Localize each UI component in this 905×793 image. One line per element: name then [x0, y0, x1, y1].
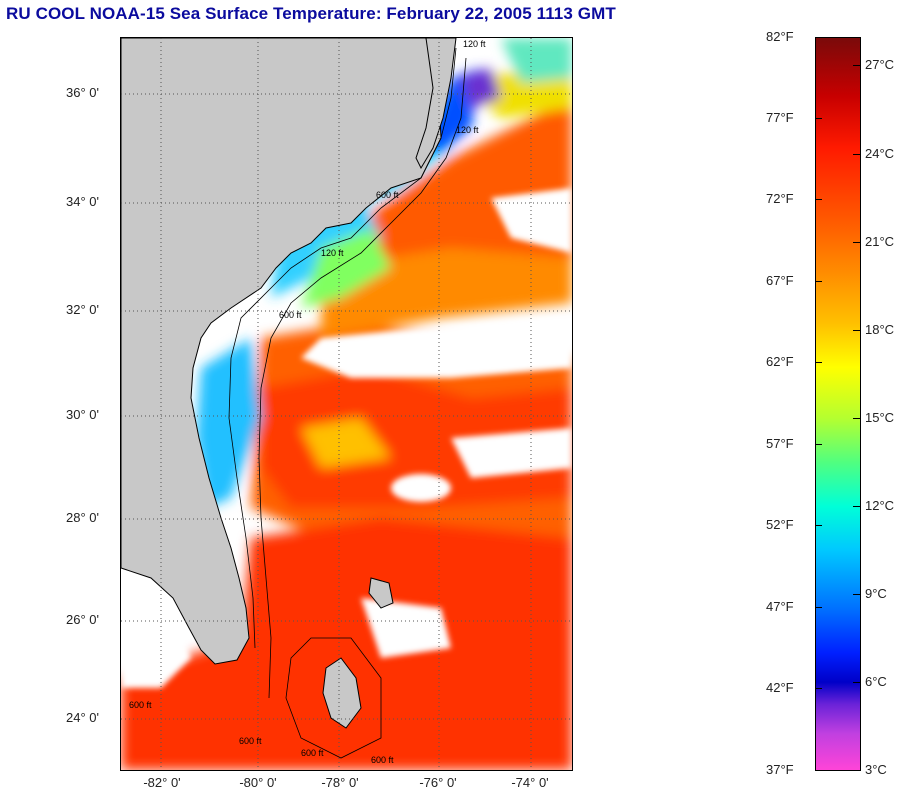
- colorbar-label-c: 12°C: [865, 498, 895, 513]
- cloud-patch-east: [451, 428, 572, 478]
- colorbar-label-f: 82°F: [766, 29, 794, 44]
- cloud-patch-north: [491, 188, 572, 253]
- lat-label: 32° 0': [66, 302, 99, 317]
- colorbar-tick-c: [853, 418, 860, 419]
- lat-label: 26° 0': [66, 612, 99, 627]
- cloud-west-coast: [121, 578, 191, 688]
- lat-label: 28° 0': [66, 510, 99, 525]
- colorbar-tick-f: [815, 525, 822, 526]
- contour-label: 600 ft: [371, 755, 394, 765]
- colorbar-label-c: 15°C: [865, 410, 895, 425]
- sst-purple-sound: [461, 68, 501, 108]
- land-outer-banks: [415, 38, 457, 170]
- lon-label: -82° 0': [143, 775, 181, 790]
- colorbar-tick-f: [815, 118, 822, 119]
- sst-field: [121, 38, 572, 770]
- bathymetry-contours: [228, 47, 467, 759]
- colorbar-label-c: 9°C: [865, 586, 887, 601]
- colorbar-label-f: 62°F: [766, 354, 794, 369]
- colorbar-tick-c: [853, 330, 860, 331]
- colorbar-label-f: 47°F: [766, 599, 794, 614]
- colorbar-tick-c: [853, 682, 860, 683]
- colorbar-label-c: 6°C: [865, 674, 887, 689]
- contour-label: 600 ft: [376, 190, 399, 200]
- colorbar-label-c: 24°C: [865, 146, 895, 161]
- bahamas-andros: [322, 657, 362, 729]
- colorbar-tick-f: [815, 281, 822, 282]
- cloud-cover: [121, 188, 572, 688]
- cloud-patch-small: [391, 474, 451, 502]
- bahamas-abaco: [368, 577, 394, 609]
- sst-yellow-patch-central: [301, 418, 391, 468]
- lon-label: -80° 0': [239, 775, 277, 790]
- sst-map[interactable]: 120 ft 120 ft 600 ft 120 ft 600 ft 600 f…: [120, 37, 573, 771]
- colorbar-tick-c: [853, 506, 860, 507]
- contour-label: 600 ft: [129, 700, 152, 710]
- colorbar-label-f: 77°F: [766, 110, 794, 125]
- contour-120ft: [228, 47, 457, 649]
- colorbar-tick-c: [853, 594, 860, 595]
- colorbar-tick-f: [815, 607, 822, 608]
- lon-label: -74° 0': [511, 775, 549, 790]
- contour-label: 120 ft: [321, 248, 344, 258]
- colorbar-label-c: 3°C: [865, 762, 887, 777]
- colorbar-tick-c: [853, 154, 860, 155]
- sst-cool-east: [501, 38, 572, 83]
- lon-label: -76° 0': [419, 775, 457, 790]
- sst-green-band: [301, 228, 391, 308]
- contour-600ft: [258, 57, 467, 699]
- colorbar-tick-f: [815, 444, 822, 445]
- temperature-colorbar: [815, 37, 861, 771]
- contour-label: 600 ft: [279, 310, 302, 320]
- contour-bahamas: [285, 637, 382, 759]
- lat-label: 36° 0': [66, 85, 99, 100]
- colorbar-tick-f: [815, 199, 822, 200]
- cloud-band-central: [301, 318, 572, 378]
- colorbar-tick-f: [815, 688, 822, 689]
- colorbar-label-f: 37°F: [766, 762, 794, 777]
- colorbar-tick-c: [853, 242, 860, 243]
- colorbar-label-f: 72°F: [766, 191, 794, 206]
- colorbar-label-f: 42°F: [766, 680, 794, 695]
- colorbar-tick-f: [815, 362, 822, 363]
- chart-title: RU COOL NOAA-15 Sea Surface Temperature:…: [6, 4, 616, 23]
- colorbar-label-f: 57°F: [766, 436, 794, 451]
- cloud-patch-south: [361, 598, 451, 658]
- colorbar-label-c: 21°C: [865, 234, 895, 249]
- contour-label: 600 ft: [239, 736, 262, 746]
- lat-label: 30° 0': [66, 407, 99, 422]
- contour-label: 600 ft: [301, 748, 324, 758]
- colorbar-label-f: 52°F: [766, 517, 794, 532]
- contour-label: 120 ft: [463, 39, 486, 49]
- colorbar-tick-c: [853, 65, 860, 66]
- sst-cyan-west: [196, 338, 261, 508]
- lat-label: 34° 0': [66, 194, 99, 209]
- lon-label: -78° 0': [321, 775, 359, 790]
- sst-hot-south: [121, 518, 572, 770]
- colorbar-label-c: 18°C: [865, 322, 895, 337]
- lat-label: 24° 0': [66, 710, 99, 725]
- colorbar-label-f: 67°F: [766, 273, 794, 288]
- colorbar-label-c: 27°C: [865, 57, 895, 72]
- contour-label: 120 ft: [456, 125, 479, 135]
